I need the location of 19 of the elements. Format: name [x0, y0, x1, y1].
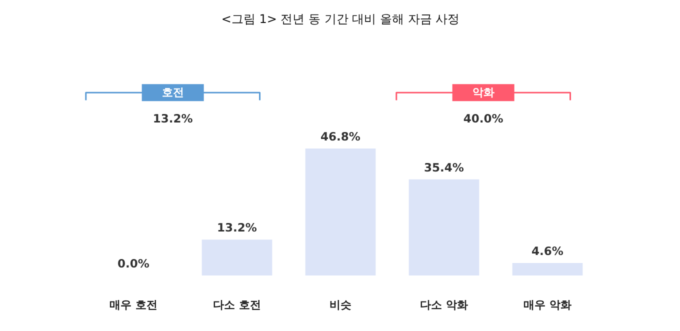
- data-label: 0.0%: [118, 256, 150, 271]
- data-label: 4.6%: [532, 244, 564, 258]
- data-label: 46.8%: [320, 129, 361, 144]
- text: 13.2%: [152, 112, 194, 126]
- x-tick-label: 매우 악화: [524, 298, 572, 312]
- x-tick-label: 다소 호전: [213, 298, 261, 312]
- text: 악화: [472, 86, 494, 100]
- chart-title: <그림 1> 전년 동 기간 대비 올해 자금 사정: [221, 12, 460, 26]
- text: 호전: [162, 86, 184, 100]
- x-tick-label: 다소 악화: [420, 298, 468, 312]
- bar: [408, 179, 480, 276]
- bar: [512, 263, 583, 276]
- data-label: 35.4%: [424, 160, 464, 174]
- data-label: 13.2%: [217, 220, 258, 235]
- bar: [305, 148, 376, 276]
- text: 40.0%: [463, 112, 504, 126]
- x-tick-label: 비슷: [330, 298, 352, 312]
- bar: [202, 240, 272, 276]
- x-tick-label: 매우 호전: [110, 298, 158, 312]
